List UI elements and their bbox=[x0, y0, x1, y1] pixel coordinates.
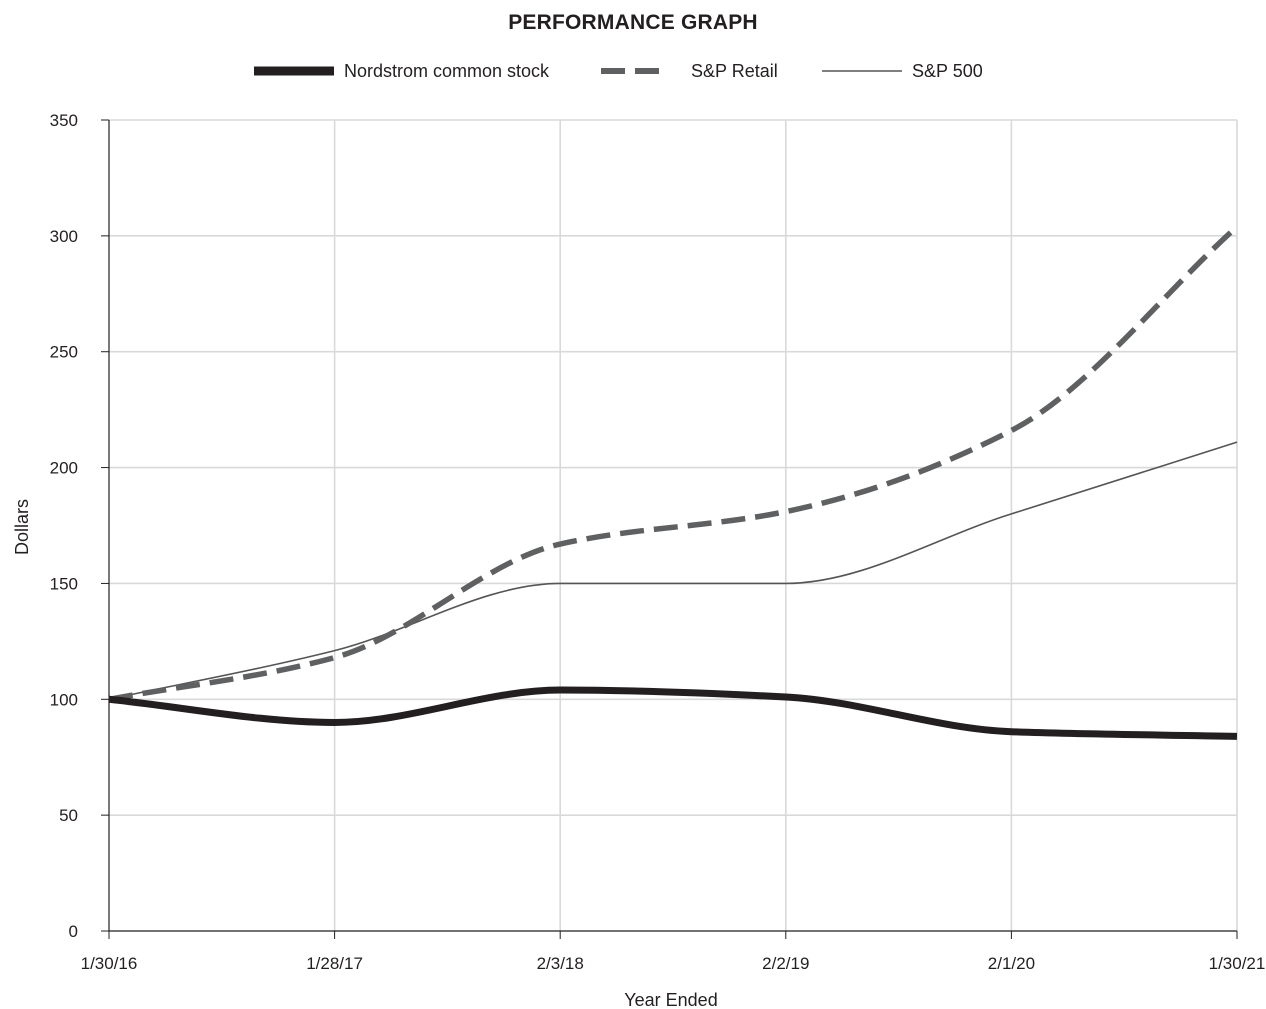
legend-label-sp-500: S&P 500 bbox=[912, 61, 983, 81]
series-lines bbox=[108, 224, 1239, 740]
x-axis-label: Year Ended bbox=[624, 990, 717, 1009]
legend-label-nordstrom: Nordstrom common stock bbox=[344, 61, 550, 81]
legend: Nordstrom common stock S&P Retail S&P 50… bbox=[0, 58, 1266, 84]
legend-swatch-sp-retail bbox=[601, 68, 669, 74]
y-tick-label: 0 bbox=[69, 922, 78, 941]
chart-title: PERFORMANCE GRAPH bbox=[508, 11, 758, 34]
y-tick-label: 200 bbox=[50, 459, 78, 478]
y-tick-label: 350 bbox=[50, 111, 78, 130]
tick-labels: 0 50 100 150 200 250 300 350 1/30/16 1/28/17 2/3/1… bbox=[50, 111, 1266, 973]
y-tick-label: 100 bbox=[50, 690, 78, 709]
x-tick-label: 2/1/20 bbox=[988, 954, 1035, 973]
y-tick-label: 50 bbox=[59, 806, 78, 825]
x-tick-label: 1/30/16 bbox=[81, 954, 138, 973]
x-tick-label: 2/3/18 bbox=[537, 954, 584, 973]
legend-label-sp-retail: S&P Retail bbox=[691, 61, 778, 81]
y-tick-label: 300 bbox=[50, 227, 78, 246]
series-line-sp-500 bbox=[108, 441, 1238, 701]
x-tick-label: 1/28/17 bbox=[306, 954, 363, 973]
y-tick-label: 150 bbox=[50, 574, 78, 593]
series-line-nordstrom bbox=[108, 686, 1238, 740]
legend-swatch-sp-500 bbox=[822, 70, 902, 72]
legend-swatch-nordstrom bbox=[254, 66, 334, 76]
x-tick-label: 2/2/19 bbox=[762, 954, 809, 973]
y-tick-label: 250 bbox=[50, 343, 78, 362]
series-line-sp-retail bbox=[108, 224, 1239, 702]
y-axis-label: Dollars bbox=[12, 499, 32, 555]
x-tick-label: 1/30/21 bbox=[1209, 954, 1266, 973]
axes bbox=[101, 119, 1238, 939]
gridlines bbox=[109, 119, 1238, 931]
